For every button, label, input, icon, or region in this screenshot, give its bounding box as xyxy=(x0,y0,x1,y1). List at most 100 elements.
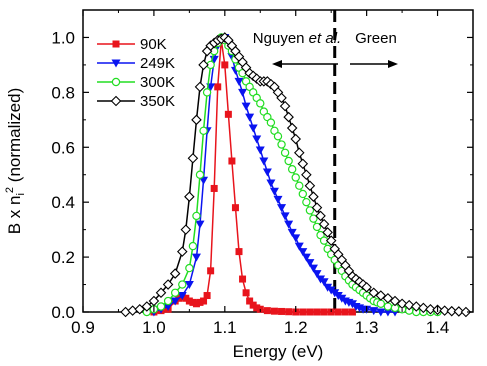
legend: 90K 249K 300K 350K xyxy=(97,36,175,110)
data-point-diamond xyxy=(301,169,312,181)
data-point-triangle xyxy=(252,135,262,144)
data-point-diamond xyxy=(176,246,188,257)
data-point-triangle xyxy=(280,212,290,221)
data-point-circle xyxy=(170,288,180,297)
data-point-diamond xyxy=(439,305,450,316)
data-point-triangle xyxy=(234,77,244,86)
data-point-square xyxy=(285,308,293,316)
data-point-diamond xyxy=(148,295,160,307)
data-point-diamond xyxy=(453,306,465,317)
data-point-diamond xyxy=(382,292,394,304)
data-point-circle xyxy=(287,165,297,174)
data-point-circle xyxy=(298,189,308,199)
data-point-square xyxy=(112,40,120,48)
data-point-triangle xyxy=(319,278,329,287)
x-tick-label: 1.4 xyxy=(426,318,450,337)
data-point-square xyxy=(203,292,211,300)
data-point-diamond xyxy=(187,152,199,164)
data-point-square xyxy=(192,300,200,308)
data-point-diamond xyxy=(304,180,316,191)
data-point-triangle xyxy=(184,281,194,290)
data-point-triangle xyxy=(277,204,287,213)
data-point-diamond xyxy=(120,306,131,318)
data-point-square xyxy=(214,83,222,91)
data-point-square xyxy=(334,308,342,316)
data-point-square xyxy=(306,308,314,316)
data-point-triangle xyxy=(177,292,187,301)
legend-label: 300K xyxy=(140,74,175,91)
data-point-square xyxy=(320,308,328,316)
data-point-diamond xyxy=(418,302,429,314)
data-point-triangle xyxy=(238,88,248,97)
y-tick-label: 1.0 xyxy=(51,28,75,47)
x-tick-label: 0.9 xyxy=(71,318,95,337)
y-axis-title-superscript: 2 xyxy=(4,187,16,193)
data-point-circle xyxy=(383,302,393,311)
data-point-circle xyxy=(256,99,265,108)
data-point-diamond xyxy=(134,303,146,315)
data-point-square xyxy=(246,297,254,305)
data-point-circle xyxy=(284,156,293,166)
data-point-diamond xyxy=(318,218,330,230)
data-point-triangle xyxy=(305,259,315,268)
data-point-triangle xyxy=(195,220,205,229)
legend-label: 350K xyxy=(140,93,175,110)
data-point-diamond xyxy=(279,100,291,112)
annotations: Nguyen et al. Green xyxy=(253,30,398,68)
data-point-diamond xyxy=(184,191,195,202)
legend-item-350K: 350K xyxy=(97,93,175,110)
data-point-triangle xyxy=(163,303,173,312)
data-point-circle xyxy=(266,118,276,127)
data-point-diamond xyxy=(127,305,138,316)
data-point-diamond xyxy=(293,147,305,159)
y-axis-title-base: B x n xyxy=(5,196,24,235)
data-point-circle xyxy=(295,181,304,190)
y-tick-label: 0.0 xyxy=(51,303,75,322)
y-axis-title-suffix: (normalized) xyxy=(5,88,24,187)
data-point-circle xyxy=(312,222,322,232)
data-point-square xyxy=(242,289,250,297)
data-point-square xyxy=(270,307,278,315)
data-point-triangle xyxy=(248,124,258,133)
data-point-diamond xyxy=(460,306,472,318)
data-point-diamond xyxy=(396,298,408,310)
data-point-circle xyxy=(188,241,198,251)
data-point-circle xyxy=(273,132,283,141)
data-point-triangle xyxy=(301,253,311,262)
data-point-diamond xyxy=(311,202,323,213)
annotation-nguyen-main: Nguyen xyxy=(253,30,309,47)
data-point-diamond xyxy=(403,299,415,311)
data-point-diamond xyxy=(322,227,333,238)
data-point-triangle xyxy=(308,264,318,273)
y-axis-title-subscript: i xyxy=(15,193,27,195)
data-point-circle xyxy=(185,263,194,273)
legend-label: 90K xyxy=(140,36,167,53)
data-point-diamond xyxy=(169,268,181,279)
data-point-diamond xyxy=(155,287,167,299)
data-point-diamond xyxy=(446,305,458,317)
data-point-diamond xyxy=(141,301,153,312)
data-point-circle xyxy=(163,296,173,306)
data-point-diamond xyxy=(375,290,387,301)
data-point-diamond xyxy=(308,191,319,202)
data-point-diamond xyxy=(283,111,294,123)
data-point-square xyxy=(189,298,197,306)
data-point-triangle xyxy=(259,157,269,166)
data-point-square xyxy=(200,297,208,305)
data-point-triangle xyxy=(273,195,283,204)
data-point-diamond xyxy=(389,295,401,307)
data-point-square xyxy=(221,61,229,69)
data-point-triangle xyxy=(269,187,279,196)
data-point-square xyxy=(235,248,243,256)
data-point-circle xyxy=(192,211,201,221)
data-point-circle xyxy=(291,173,300,182)
x-axis-title: Energy (eV) xyxy=(233,342,324,361)
data-point-circle xyxy=(156,302,166,311)
data-point-square xyxy=(299,308,307,316)
series-300K xyxy=(142,33,442,317)
data-point-diamond xyxy=(110,95,122,107)
data-point-circle xyxy=(111,77,121,87)
data-point-diamond xyxy=(315,210,326,222)
y-tick-label: 0.8 xyxy=(51,83,75,102)
